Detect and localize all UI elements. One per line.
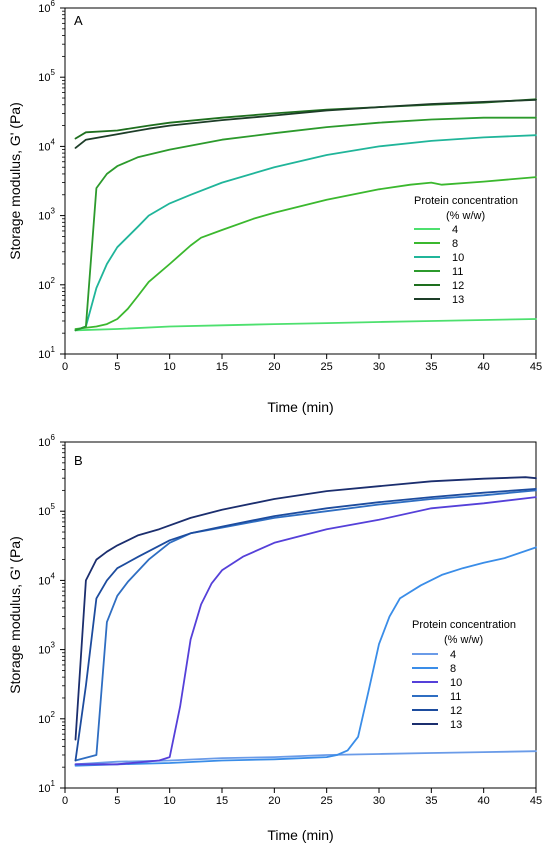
x-tick-label: 35 bbox=[425, 795, 437, 807]
y-tick-exponent: 1 bbox=[51, 345, 56, 354]
y-tick-base: 10 bbox=[38, 645, 50, 657]
y-axis-label: Storage modulus, G' (Pa) bbox=[7, 102, 23, 260]
y-tick-exponent: 2 bbox=[51, 710, 56, 719]
x-axis-label: Time (min) bbox=[267, 399, 333, 415]
series-line-10 bbox=[74, 134, 537, 332]
y-tick-exponent: 6 bbox=[51, 433, 56, 442]
legend-label: 11 bbox=[452, 266, 463, 278]
x-tick-label: 20 bbox=[268, 361, 280, 373]
legend: Protein concentration (% w/w) 4 8 10 11 12 13 bbox=[412, 619, 516, 731]
y-axis-label: Storage modulus, G' (Pa) bbox=[7, 536, 23, 694]
legend-subtitle: (% w/w) bbox=[444, 634, 483, 646]
x-tick-label: 35 bbox=[425, 361, 437, 373]
x-tick-label: 30 bbox=[373, 361, 385, 373]
legend-label: 12 bbox=[452, 280, 464, 292]
y-tick-exponent: 3 bbox=[51, 641, 56, 650]
series-line-10 bbox=[74, 496, 537, 766]
x-tick-label: 10 bbox=[164, 795, 176, 807]
y-tick-label: 101 bbox=[38, 345, 55, 361]
x-tick-label: 0 bbox=[62, 361, 68, 373]
y-tick-base: 10 bbox=[38, 575, 50, 587]
y-tick-exponent: 2 bbox=[51, 276, 56, 285]
legend-subtitle: (% w/w) bbox=[446, 210, 485, 222]
y-tick-label: 104 bbox=[38, 137, 55, 153]
y-tick-base: 10 bbox=[38, 3, 50, 15]
x-tick-label: 0 bbox=[62, 795, 68, 807]
plot-frame bbox=[64, 7, 537, 355]
legend-label: 4 bbox=[452, 224, 458, 236]
y-tick-label: 101 bbox=[38, 779, 55, 795]
y-tick-label: 103 bbox=[38, 207, 55, 223]
series-line-4 bbox=[74, 318, 537, 332]
y-tick-label: 105 bbox=[38, 68, 55, 84]
y-tick-exponent: 1 bbox=[51, 779, 56, 788]
legend-label: 13 bbox=[450, 719, 462, 731]
legend-title: Protein concentration bbox=[412, 619, 516, 631]
y-tick-base: 10 bbox=[38, 349, 50, 361]
y-tick-base: 10 bbox=[38, 211, 50, 223]
legend-title: Protein concentration bbox=[414, 195, 518, 207]
legend-label: 10 bbox=[452, 252, 464, 264]
x-tick-label: 5 bbox=[114, 361, 120, 373]
chart-panel-a: 0 5 10 15 20 25 30 35 40 45101102103104105106Time… bbox=[7, 0, 542, 415]
series-line-11 bbox=[74, 116, 537, 332]
x-tick-label: 25 bbox=[321, 795, 333, 807]
legend: Protein concentration (% w/w) 4 8 10 11 12 13 bbox=[414, 195, 518, 306]
series-line-13 bbox=[74, 476, 537, 741]
x-tick-label: 15 bbox=[216, 795, 228, 807]
y-tick-label: 106 bbox=[38, 433, 55, 449]
series-line-8 bbox=[74, 546, 537, 767]
y-tick-label: 103 bbox=[38, 641, 55, 657]
x-tick-label: 45 bbox=[530, 795, 542, 807]
y-tick-exponent: 4 bbox=[51, 571, 56, 580]
y-tick-exponent: 6 bbox=[51, 0, 56, 8]
y-tick-exponent: 4 bbox=[51, 137, 56, 146]
x-tick-label: 15 bbox=[216, 361, 228, 373]
plot-frame bbox=[64, 441, 537, 789]
x-axis-label: Time (min) bbox=[267, 827, 333, 843]
x-tick-label: 40 bbox=[478, 795, 490, 807]
x-tick-label: 5 bbox=[114, 795, 120, 807]
legend-label: 4 bbox=[450, 649, 456, 661]
y-tick-label: 106 bbox=[38, 0, 55, 15]
x-tick-label: 10 bbox=[164, 361, 176, 373]
legend-label: 11 bbox=[450, 691, 461, 703]
series-line-13 bbox=[74, 99, 537, 149]
legend-label: 12 bbox=[450, 705, 462, 717]
legend-label: 10 bbox=[450, 677, 462, 689]
x-tick-label: 20 bbox=[268, 795, 280, 807]
y-tick-exponent: 5 bbox=[51, 502, 56, 511]
legend-label: 8 bbox=[450, 663, 456, 675]
x-tick-label: 40 bbox=[478, 361, 490, 373]
legend-label: 13 bbox=[452, 294, 464, 306]
y-tick-label: 105 bbox=[38, 502, 55, 518]
y-tick-exponent: 5 bbox=[51, 68, 56, 77]
x-tick-label: 45 bbox=[530, 361, 542, 373]
panel-letter: A bbox=[74, 13, 83, 28]
y-tick-label: 104 bbox=[38, 571, 55, 587]
legend-label: 8 bbox=[452, 238, 458, 250]
series-line-8 bbox=[74, 176, 537, 330]
y-tick-exponent: 3 bbox=[51, 207, 56, 216]
y-tick-label: 102 bbox=[38, 710, 55, 726]
chart-panel-b: 0 5 10 15 20 25 30 35 40 45101102103104105106Time… bbox=[7, 433, 542, 843]
x-tick-label: 25 bbox=[321, 361, 333, 373]
y-tick-base: 10 bbox=[38, 783, 50, 795]
y-tick-label: 102 bbox=[38, 276, 55, 292]
y-tick-base: 10 bbox=[38, 506, 50, 518]
y-tick-base: 10 bbox=[38, 72, 50, 84]
series-line-12 bbox=[74, 488, 537, 762]
y-tick-base: 10 bbox=[38, 280, 50, 292]
panel-letter: B bbox=[74, 453, 83, 468]
x-tick-label: 30 bbox=[373, 795, 385, 807]
y-tick-base: 10 bbox=[38, 437, 50, 449]
y-tick-base: 10 bbox=[38, 141, 50, 153]
y-tick-base: 10 bbox=[38, 714, 50, 726]
